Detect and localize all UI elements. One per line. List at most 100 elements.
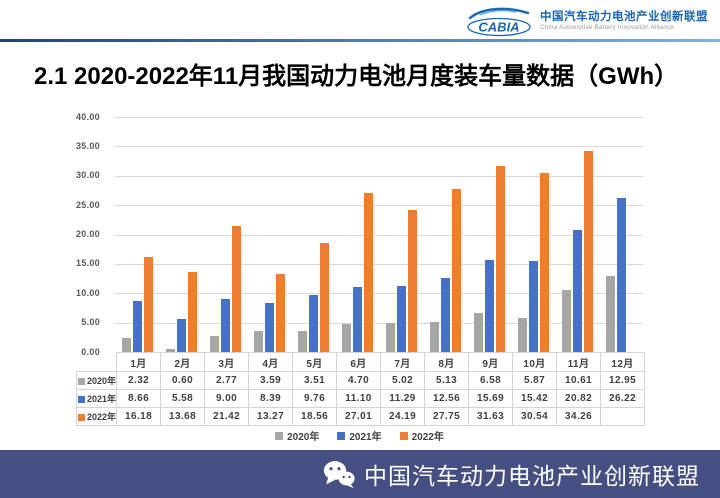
cabia-logo-icon: CABIA	[467, 7, 531, 37]
table-cell: 8.66	[116, 389, 162, 408]
table-cell: 11.10	[336, 389, 382, 408]
table-cell: 31.63	[468, 407, 514, 426]
table-cell: 9.00	[204, 389, 250, 408]
y-axis-tick-label: 30.00	[75, 170, 100, 181]
table-month-header: 3月	[204, 352, 250, 372]
table-cell: 2.32	[116, 371, 162, 390]
table-cell: 26.22	[600, 389, 646, 408]
header-divider-line	[0, 39, 720, 42]
table-series-label: 2022年	[75, 407, 118, 426]
bar-2020年-10月	[517, 317, 527, 352]
legend-label: 2022年	[411, 432, 444, 443]
gridline	[115, 293, 643, 295]
header-logo: CABIA 中国汽车动力电池产业创新联盟 China Automotive Ba…	[466, 5, 708, 37]
table-cell: 13.68	[160, 407, 206, 426]
bar-group-9月	[467, 117, 511, 352]
table-cell: 15.42	[512, 389, 558, 408]
bar-2020年-3月	[209, 335, 219, 352]
bar-2021年-2月	[176, 319, 186, 352]
table-cell: 16.18	[116, 407, 162, 426]
bar-2022年-11月	[583, 150, 593, 352]
bar-2020年-11月	[561, 289, 571, 352]
table-cell	[600, 407, 646, 426]
chart-legend: 2020年 2021年 2022年	[76, 428, 643, 443]
table-cell: 30.54	[512, 407, 558, 426]
y-axis-tick-label: 20.00	[75, 229, 100, 239]
table-series-label: 2020年	[75, 371, 118, 390]
table-cell: 27.01	[336, 407, 382, 426]
table-cell: 12.95	[600, 371, 646, 390]
table-cell: 5.13	[424, 371, 470, 390]
bar-group-5月	[291, 117, 335, 352]
table-month-header: 5月	[292, 352, 338, 372]
series-swatch	[78, 396, 85, 403]
table-month-header: 1月	[116, 352, 162, 372]
bar-group-12月	[599, 117, 643, 352]
svg-text:CABIA: CABIA	[478, 20, 519, 35]
bar-2022年-9月	[495, 166, 505, 352]
bar-2022年-4月	[275, 274, 285, 352]
table-cell: 27.75	[424, 407, 470, 426]
table-corner-cell	[76, 352, 118, 372]
y-axis-tick-label: 10.00	[75, 287, 100, 298]
table-month-header: 4月	[248, 352, 294, 372]
bar-2022年-1月	[143, 256, 153, 352]
y-axis-tick-label: 15.00	[75, 258, 100, 269]
bar-group-4月	[247, 117, 291, 352]
bar-2021年-4月	[264, 302, 274, 352]
page-title: 2.1 2020-2022年11月我国动力电池月度装车量数据（GWh）	[34, 63, 679, 90]
wechat-icon	[323, 460, 355, 488]
bar-2021年-8月	[440, 278, 450, 352]
table-row-2020年: 2020年 2.32 0.60 2.77 3.59 3.51 4.70 5.02 5.13 6.5…	[75, 371, 646, 390]
bar-2021年-12月	[616, 198, 626, 352]
series-swatch	[78, 414, 85, 421]
table-month-header: 12月	[600, 352, 646, 372]
bar-group-2月	[159, 117, 203, 352]
bar-2020年-1月	[121, 338, 131, 352]
bar-2022年-3月	[231, 226, 241, 352]
table-cell: 5.58	[160, 389, 206, 408]
table-cell: 11.29	[380, 389, 426, 408]
legend-swatch	[337, 431, 346, 440]
legend-item-2022年: 2022年	[399, 428, 444, 443]
bar-2020年-6月	[341, 324, 351, 352]
table-month-header: 7月	[380, 352, 426, 372]
legend-item-2020年: 2020年	[275, 428, 319, 443]
y-axis: 0.00 5.00 10.00 15.00 20.00 25.00 30.00 35.00 40…	[40, 112, 100, 357]
y-axis-tick-label: 5.00	[81, 317, 100, 328]
table-month-header: 8月	[424, 352, 470, 372]
bar-2020年-2月	[165, 348, 175, 352]
table-cell: 21.42	[204, 407, 250, 426]
table-row-2022年: 2022年 16.18 13.68 21.42 13.27 18.56 27.01 24.19…	[75, 407, 646, 426]
bar-group-3月	[203, 117, 247, 352]
bar-2022年-2月	[187, 271, 197, 352]
table-cell: 3.59	[248, 371, 294, 390]
table-cell: 9.76	[292, 389, 338, 408]
y-axis-tick-label: 0.00	[81, 346, 100, 357]
table-cell: 34.26	[556, 407, 602, 426]
bar-2021年-7月	[396, 285, 406, 352]
table-cell: 2.77	[204, 371, 250, 390]
y-axis-tick-label: 40.00	[75, 111, 100, 122]
bar-group-7月	[379, 117, 423, 352]
gridline	[115, 175, 643, 177]
table-series-label: 2021年	[75, 389, 118, 408]
bar-2021年-10月	[528, 261, 538, 352]
bar-2021年-1月	[132, 301, 142, 352]
series-swatch	[78, 378, 85, 385]
org-name-en: China Automotive Battery Innovation Alli…	[540, 23, 675, 31]
y-axis-tick-label: 25.00	[75, 199, 100, 210]
org-name-cn: 中国汽车动力电池产业创新联盟	[540, 10, 708, 23]
gridline	[115, 234, 643, 236]
table-cell: 15.69	[468, 389, 514, 408]
table-cell: 13.27	[248, 407, 294, 426]
bar-2022年-7月	[407, 209, 417, 352]
bar-group-1月	[115, 117, 159, 352]
table-row-2021年: 2021年 8.66 5.58 9.00 8.39 9.76 11.10 11.29 12.56…	[75, 389, 646, 408]
table-cell: 5.87	[512, 371, 558, 390]
bar-2020年-4月	[253, 330, 263, 352]
table-cell: 5.02	[380, 371, 426, 390]
table-month-header: 9月	[468, 352, 514, 372]
bar-2021年-9月	[484, 259, 494, 352]
